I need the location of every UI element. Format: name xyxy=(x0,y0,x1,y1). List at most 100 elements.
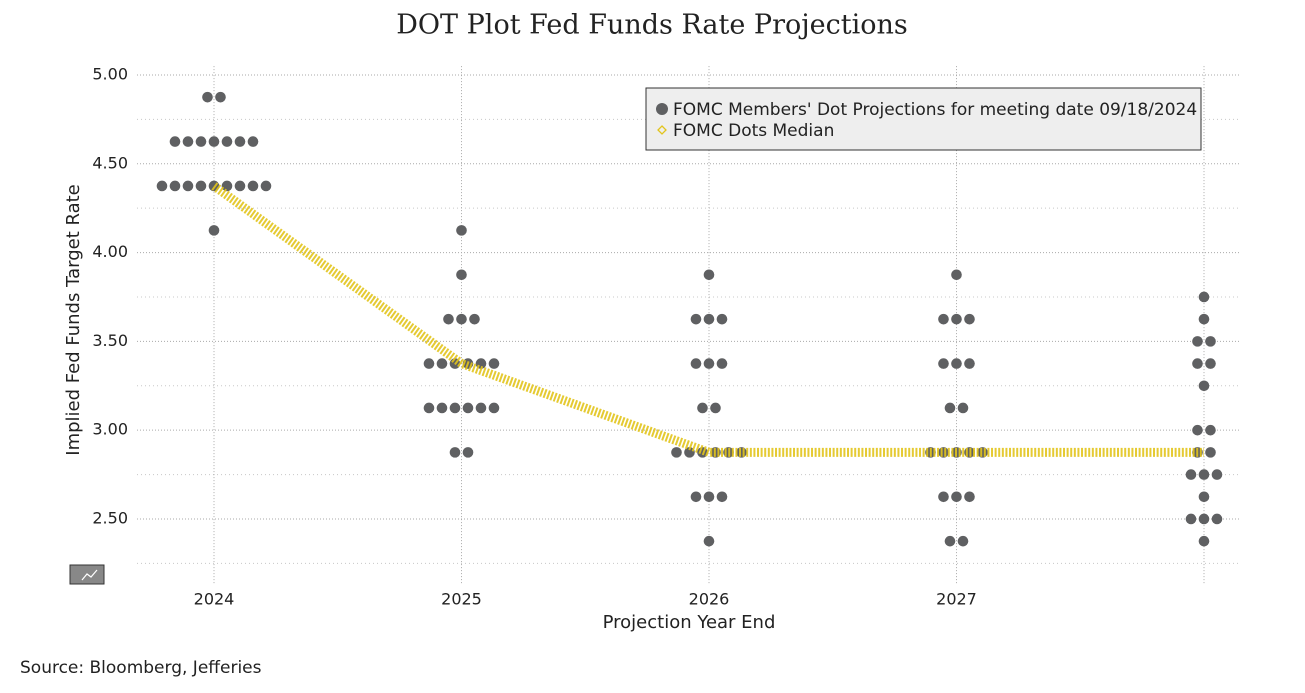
y-tick-label: 4.50 xyxy=(92,153,128,172)
y-axis-label: Implied Fed Funds Target Rate xyxy=(63,184,84,455)
y-tick-label: 4.00 xyxy=(92,242,128,261)
member-dot xyxy=(1205,447,1216,458)
member-dot xyxy=(951,491,962,503)
member-dot xyxy=(964,491,975,503)
member-dot xyxy=(260,180,272,192)
member-dot xyxy=(944,535,956,547)
member-dot xyxy=(1198,513,1210,525)
member-dot xyxy=(221,136,233,147)
member-dot xyxy=(475,402,487,414)
chart-icon xyxy=(69,564,105,585)
member-dot xyxy=(690,358,702,369)
member-dot xyxy=(182,136,194,147)
member-dot xyxy=(1211,513,1223,525)
x-tick-label: 2026 xyxy=(689,590,730,609)
source-note: Source: Bloomberg, Jefferies xyxy=(20,658,262,678)
legend-label: FOMC Dots Median xyxy=(673,121,834,141)
member-dot xyxy=(710,402,721,414)
median-line xyxy=(211,182,1204,457)
member-dot xyxy=(234,136,246,147)
member-dot xyxy=(221,180,233,192)
member-dot xyxy=(944,402,956,414)
member-dot xyxy=(462,402,474,414)
legend-label: FOMC Members' Dot Projections for meetin… xyxy=(673,100,1197,120)
y-tick-label: 2.50 xyxy=(92,508,128,527)
member-dot xyxy=(703,491,715,503)
member-dot xyxy=(1198,291,1210,303)
legend-box xyxy=(645,87,1202,151)
member-dot xyxy=(456,313,467,325)
member-dot xyxy=(736,447,747,458)
member-dot xyxy=(1198,313,1210,325)
member-dot xyxy=(456,269,467,281)
member-dot xyxy=(964,313,975,325)
member-dot xyxy=(195,136,207,147)
member-dot xyxy=(1205,336,1216,347)
member-dot xyxy=(716,313,728,325)
member-dot xyxy=(938,491,949,503)
x-tick-label: 2025 xyxy=(441,590,482,609)
member-dot xyxy=(215,91,226,103)
member-dot xyxy=(1198,491,1210,503)
member-dot xyxy=(247,180,259,192)
member-dot xyxy=(1211,469,1223,480)
chart-title: DOT Plot Fed Funds Rate Projections xyxy=(396,10,907,41)
member-dot xyxy=(951,269,962,281)
member-dot xyxy=(488,358,500,369)
x-axis-label: Projection Year End xyxy=(603,612,776,633)
member-dot xyxy=(951,358,962,369)
member-dot xyxy=(690,491,702,503)
member-dot xyxy=(449,402,461,414)
member-dot xyxy=(703,535,715,547)
member-dot xyxy=(1205,358,1216,369)
y-tick-label: 5.00 xyxy=(92,64,128,83)
member-dot xyxy=(957,535,969,547)
member-dot xyxy=(423,402,435,414)
member-dot xyxy=(703,269,715,281)
member-dot xyxy=(964,358,975,369)
member-dot xyxy=(1192,424,1203,436)
member-dot xyxy=(202,91,213,103)
member-dot xyxy=(1192,358,1203,369)
member-dot xyxy=(169,180,181,192)
member-dot xyxy=(671,447,682,458)
member-dot xyxy=(977,447,988,458)
member-dot xyxy=(423,358,435,369)
x-tick-label: 2024 xyxy=(194,590,235,609)
member-dot xyxy=(938,313,949,325)
member-dot xyxy=(716,491,728,503)
member-dot xyxy=(1198,380,1210,392)
member-dot xyxy=(234,180,246,192)
member-dot xyxy=(247,136,259,147)
legend-marker xyxy=(657,125,667,135)
member-dot xyxy=(1198,535,1210,547)
member-dot xyxy=(208,136,220,147)
member-dot xyxy=(436,402,448,414)
legend-marker xyxy=(656,103,668,115)
member-dot xyxy=(703,358,715,369)
member-dot xyxy=(951,313,962,325)
member-dot xyxy=(208,225,220,236)
member-dot xyxy=(716,358,728,369)
member-dot xyxy=(703,313,715,325)
member-dot xyxy=(156,180,168,192)
y-tick-label: 3.50 xyxy=(92,331,128,350)
member-dot xyxy=(1192,336,1203,347)
member-dot xyxy=(690,313,702,325)
member-dot xyxy=(938,447,949,458)
member-dot xyxy=(1205,424,1216,436)
member-dot xyxy=(195,180,207,192)
member-dot xyxy=(456,225,467,236)
member-dot xyxy=(938,358,949,369)
member-dot xyxy=(697,402,708,414)
member-dot xyxy=(488,402,500,414)
member-dot xyxy=(957,402,969,414)
member-dot xyxy=(469,313,480,325)
member-dot xyxy=(462,447,474,458)
member-dot xyxy=(443,313,454,325)
member-dot xyxy=(182,180,194,192)
member-dot xyxy=(1185,513,1197,525)
member-dot xyxy=(1198,469,1210,480)
